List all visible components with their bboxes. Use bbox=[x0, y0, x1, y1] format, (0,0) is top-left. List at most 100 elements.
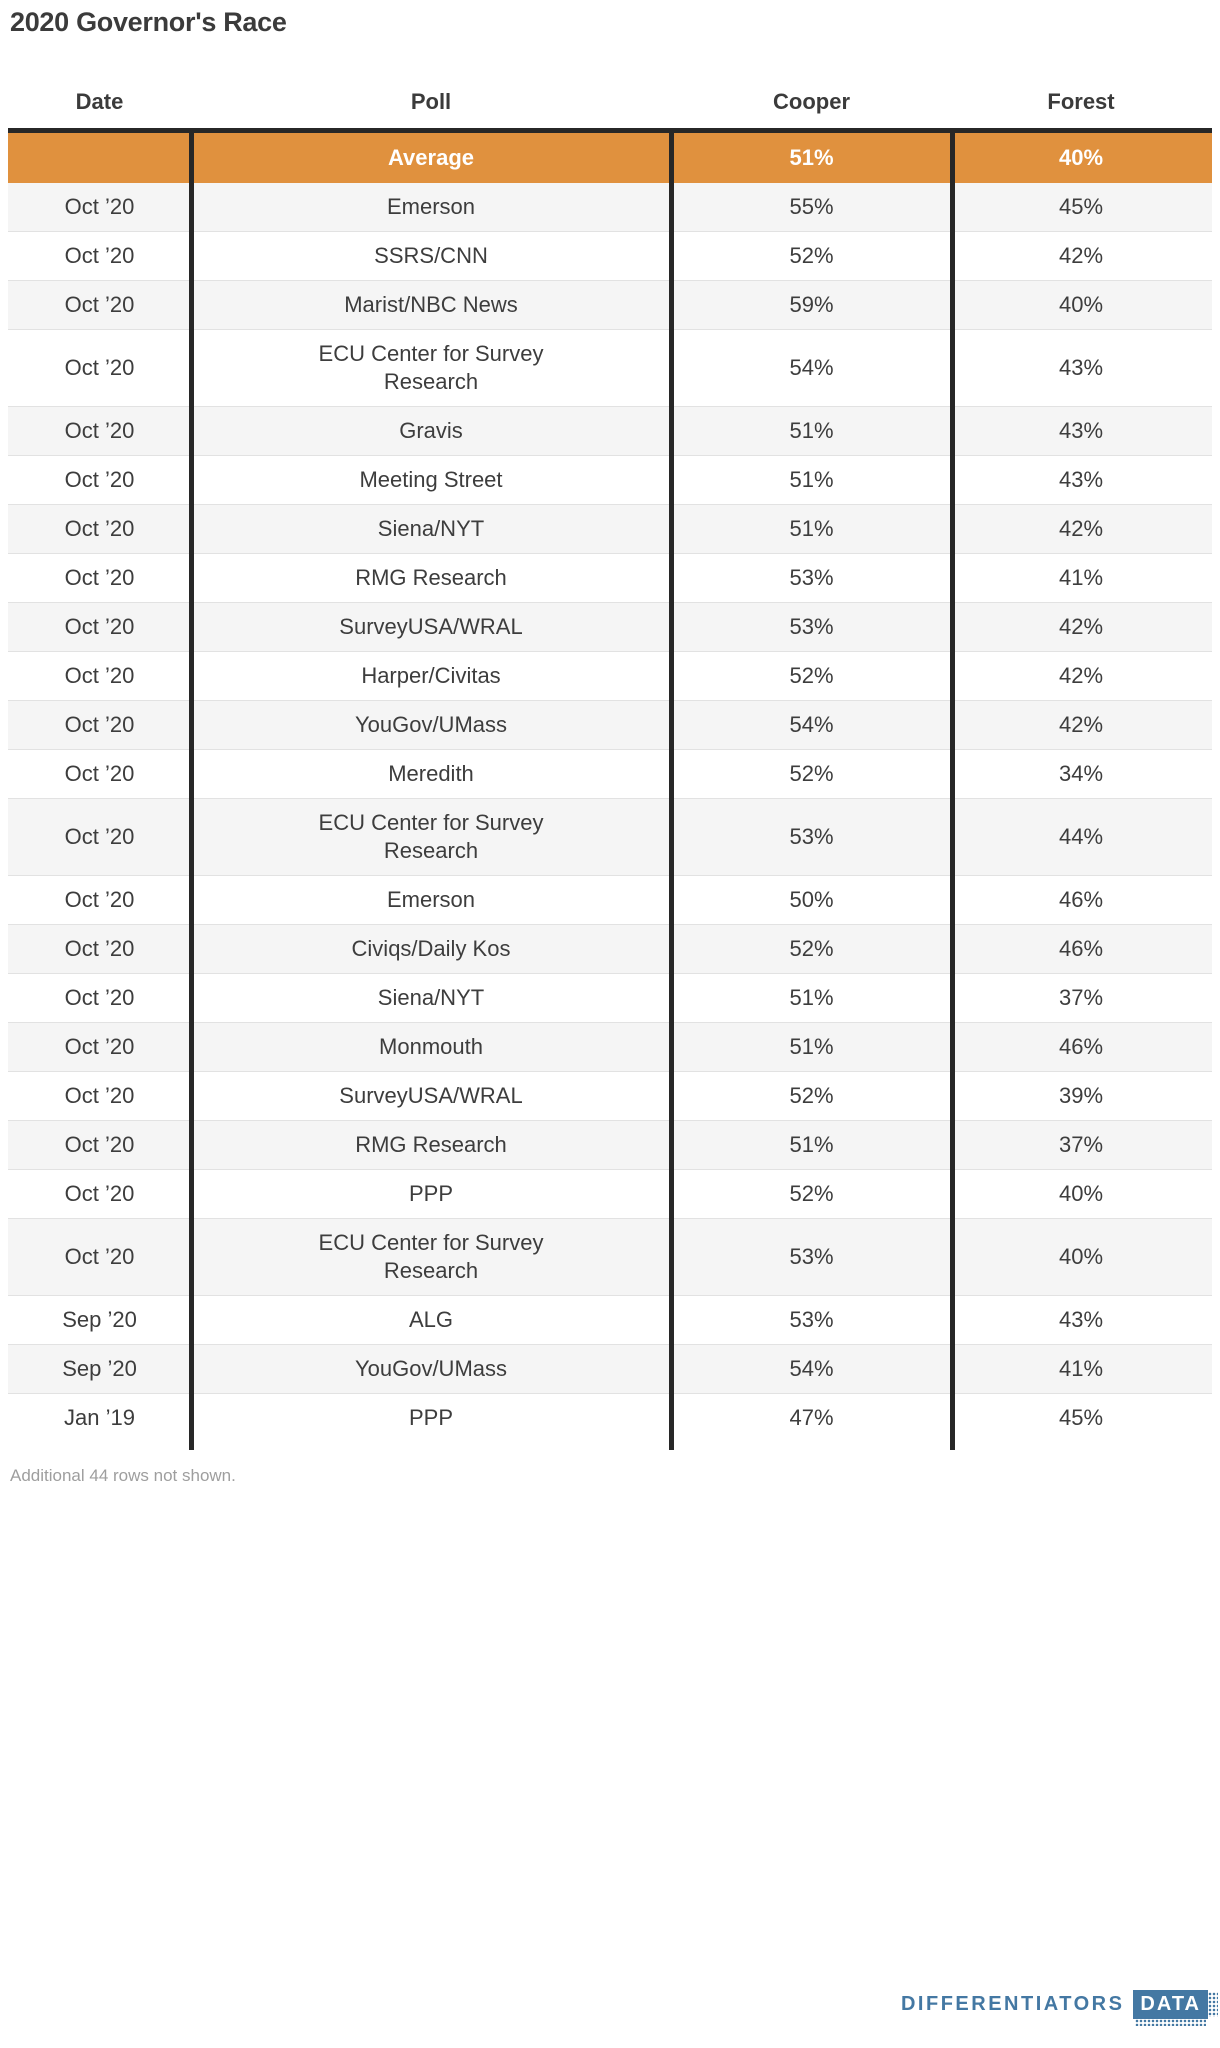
table-row: Oct ’20 RMG Research 53% 41% bbox=[8, 553, 1212, 602]
poll-name: Siena/NYT bbox=[377, 516, 485, 541]
cell-date: Sep ’20 bbox=[62, 1307, 137, 1332]
table-row: Oct ’20 Siena/NYT 51% 37% bbox=[8, 973, 1212, 1022]
poll-name: Meeting Street bbox=[359, 467, 503, 492]
cell-forest: 41% bbox=[1058, 1356, 1104, 1381]
cell-forest: 40% bbox=[1058, 145, 1104, 170]
cell-cooper: 59% bbox=[789, 292, 834, 317]
cell-cooper: 54% bbox=[789, 712, 834, 737]
cell-poll: RMG Research bbox=[191, 554, 671, 602]
table-row: Oct ’20 Meeting Street 51% 43% bbox=[8, 455, 1212, 504]
table-row: Oct ’20 Civiqs/Daily Kos 52% 46% bbox=[8, 924, 1212, 973]
cell-forest: 43% bbox=[1058, 355, 1104, 380]
cell-date: Oct ’20 bbox=[64, 887, 135, 912]
column-header-forest: Forest bbox=[1047, 89, 1115, 114]
cell-poll: Gravis bbox=[191, 407, 671, 455]
table-row: Oct ’20 Marist/NBC News 59% 40% bbox=[8, 280, 1212, 329]
cell-date: Oct ’20 bbox=[64, 712, 135, 737]
table-row: Oct ’20 Siena/NYT 51% 42% bbox=[8, 504, 1212, 553]
cell-cooper: 53% bbox=[789, 1307, 834, 1332]
table-rows: Oct ’20 Emerson 55% 45% Oct ’20 SSRS/CNN… bbox=[8, 183, 1212, 1442]
cell-cooper: 52% bbox=[789, 243, 834, 268]
cell-forest: 42% bbox=[1058, 516, 1104, 541]
cell-poll: SSRS/CNN bbox=[191, 232, 671, 280]
cell-forest: 40% bbox=[1058, 292, 1104, 317]
column-divider bbox=[950, 133, 955, 1450]
cell-poll: Emerson bbox=[191, 183, 671, 231]
cell-date: Oct ’20 bbox=[64, 355, 135, 380]
cell-cooper: 53% bbox=[789, 824, 834, 849]
column-divider bbox=[669, 133, 674, 1450]
table-row: Oct ’20 Meredith 52% 34% bbox=[8, 749, 1212, 798]
cell-cooper: 51% bbox=[789, 1132, 834, 1157]
cell-poll: RMG Research bbox=[191, 1121, 671, 1169]
poll-name: ECU Center for Survey Research bbox=[318, 341, 544, 394]
poll-name: SSRS/CNN bbox=[374, 243, 488, 268]
cell-date: Oct ’20 bbox=[64, 936, 135, 961]
poll-name: Gravis bbox=[399, 418, 463, 443]
cell-cooper: 54% bbox=[789, 1356, 834, 1381]
poll-name: Marist/NBC News bbox=[344, 292, 518, 317]
cell-date: Oct ’20 bbox=[64, 1132, 135, 1157]
footnote: Additional 44 rows not shown. bbox=[10, 1466, 236, 1485]
cell-forest: 45% bbox=[1058, 194, 1104, 219]
cell-cooper: 52% bbox=[789, 1083, 834, 1108]
brand-name: DIFFERENTIATORS bbox=[900, 1993, 1125, 2015]
table-row: Sep ’20 ALG 53% 43% bbox=[8, 1295, 1212, 1344]
cell-poll: Siena/NYT bbox=[191, 505, 671, 553]
cell-forest: 37% bbox=[1058, 1132, 1104, 1157]
cell-date: Oct ’20 bbox=[64, 1083, 135, 1108]
cell-forest: 43% bbox=[1058, 1307, 1104, 1332]
cell-cooper: 53% bbox=[789, 614, 834, 639]
column-headers: Date Poll Cooper Forest bbox=[8, 88, 1212, 116]
poll-name: SurveyUSA/WRAL bbox=[339, 614, 523, 639]
cell-forest: 41% bbox=[1058, 565, 1104, 590]
cell-poll: ALG bbox=[191, 1296, 671, 1344]
cell-forest: 42% bbox=[1058, 712, 1104, 737]
poll-name: YouGov/UMass bbox=[354, 1356, 508, 1381]
table-row: Oct ’20 SurveyUSA/WRAL 52% 39% bbox=[8, 1071, 1212, 1120]
cell-poll: Marist/NBC News bbox=[191, 281, 671, 329]
cell-cooper: 51% bbox=[789, 145, 834, 170]
cell-poll: Monmouth bbox=[191, 1023, 671, 1071]
cell-poll: Meeting Street bbox=[191, 456, 671, 504]
cell-date: Oct ’20 bbox=[64, 565, 135, 590]
cell-date: Oct ’20 bbox=[64, 1034, 135, 1059]
cell-forest: 42% bbox=[1058, 243, 1104, 268]
poll-name: ALG bbox=[408, 1307, 454, 1332]
cell-date: Oct ’20 bbox=[64, 418, 135, 443]
cell-poll: PPP bbox=[191, 1394, 671, 1442]
cell-forest: 37% bbox=[1058, 985, 1104, 1010]
cell-date: Oct ’20 bbox=[64, 614, 135, 639]
poll-name: PPP bbox=[408, 1405, 454, 1430]
cell-poll: YouGov/UMass bbox=[191, 701, 671, 749]
cell-cooper: 51% bbox=[789, 467, 834, 492]
cell-forest: 43% bbox=[1058, 467, 1104, 492]
table-row: Oct ’20 RMG Research 51% 37% bbox=[8, 1120, 1212, 1169]
cell-date: Sep ’20 bbox=[62, 1356, 137, 1381]
cell-date: Oct ’20 bbox=[64, 516, 135, 541]
cell-date: Oct ’20 bbox=[64, 467, 135, 492]
poll-name: RMG Research bbox=[355, 565, 507, 590]
brand-logo: DIFFERENTIATORS DATA bbox=[900, 1990, 1218, 2026]
cell-cooper: 52% bbox=[789, 761, 834, 786]
cell-poll: Harper/Civitas bbox=[191, 652, 671, 700]
cell-date: Oct ’20 bbox=[64, 1244, 135, 1269]
cell-poll: ECU Center for Survey Research bbox=[191, 330, 671, 406]
cell-cooper: 55% bbox=[789, 194, 834, 219]
poll-name: RMG Research bbox=[355, 1132, 507, 1157]
cell-cooper: 52% bbox=[789, 1181, 834, 1206]
cell-date: Oct ’20 bbox=[64, 292, 135, 317]
poll-name: Emerson bbox=[386, 887, 476, 912]
cell-forest: 42% bbox=[1058, 663, 1104, 688]
cell-cooper: 52% bbox=[789, 936, 834, 961]
poll-name: Monmouth bbox=[379, 1034, 483, 1059]
cell-poll: SurveyUSA/WRAL bbox=[191, 1072, 671, 1120]
average-row: Average 51% 40% bbox=[8, 133, 1212, 183]
poll-name: Civiqs/Daily Kos bbox=[351, 936, 511, 961]
cell-date: Jan ’19 bbox=[64, 1405, 135, 1430]
cell-poll: Average bbox=[387, 145, 474, 170]
poll-name: SurveyUSA/WRAL bbox=[339, 1083, 523, 1108]
cell-cooper: 50% bbox=[789, 887, 834, 912]
table-row: Oct ’20 Harper/Civitas 52% 42% bbox=[8, 651, 1212, 700]
brand-badge: DATA bbox=[1133, 1990, 1218, 2026]
